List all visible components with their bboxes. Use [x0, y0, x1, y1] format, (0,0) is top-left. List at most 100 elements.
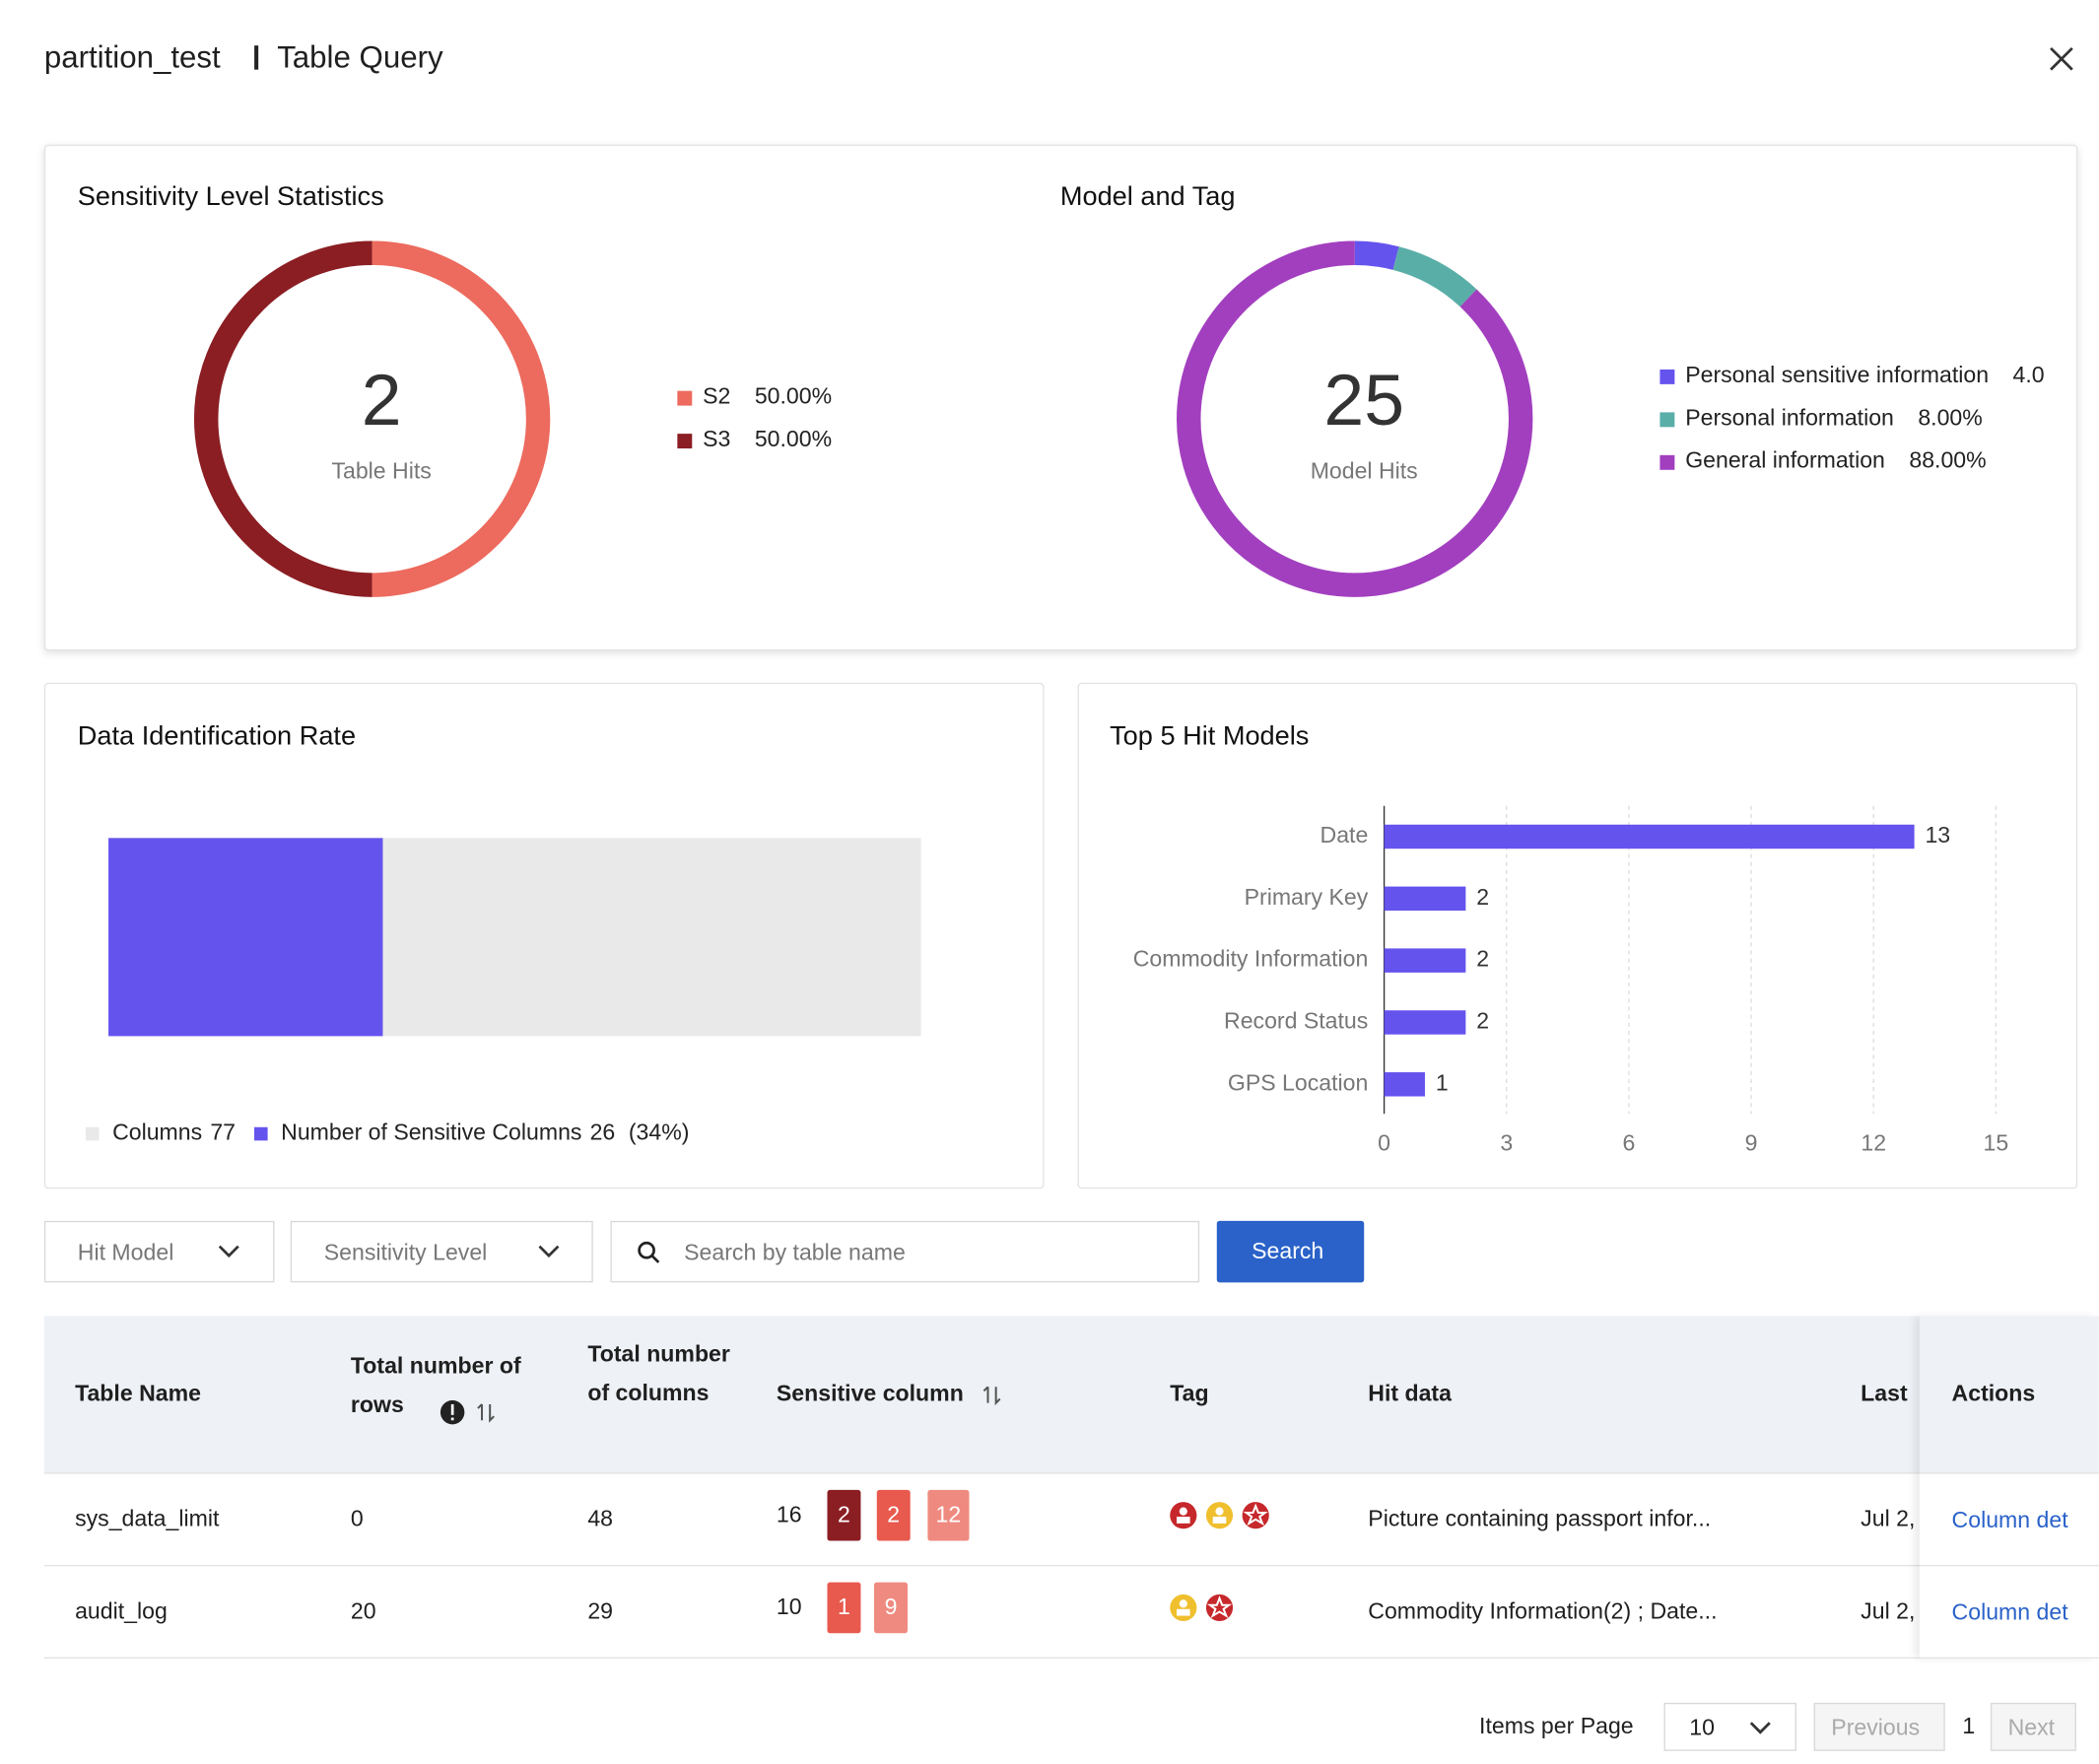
search-input[interactable]: Search by table name: [610, 1221, 1199, 1282]
x-tick-label: 6: [1622, 1130, 1635, 1156]
value-label: 2: [1476, 884, 1489, 910]
level-badge: 9: [874, 1583, 908, 1634]
legend-label: Columns: [112, 1119, 202, 1145]
bar: [1385, 887, 1466, 911]
progress-fill: [108, 838, 382, 1036]
hit-model-select[interactable]: Hit Model: [44, 1221, 275, 1282]
row-divider: [1920, 1658, 2099, 1659]
x-tick-label: 3: [1500, 1130, 1513, 1156]
row-divider: [44, 1658, 2077, 1659]
button-label: Previous: [1831, 1715, 1920, 1741]
value-label: 2: [1476, 946, 1489, 972]
legend-swatch: [677, 391, 692, 406]
chart-title: Sensitivity Level Statistics: [78, 180, 384, 211]
legend: Personal sensitive information4.00%Perso…: [1659, 362, 2077, 473]
page-size: 10: [1689, 1715, 1715, 1741]
column-header: Tag: [1170, 1374, 1208, 1412]
sort-icon[interactable]: [980, 1383, 1006, 1406]
column-details-link[interactable]: Column det: [1952, 1599, 2068, 1626]
bar: [1385, 1010, 1466, 1034]
chart-title: Model and Tag: [1060, 180, 1236, 211]
select-placeholder: Sensitivity Level: [324, 1240, 488, 1266]
column-header: Total number of columns: [587, 1334, 734, 1412]
page-size-label: Items per Page: [1479, 1714, 1634, 1740]
column-header: Actions: [1952, 1374, 2036, 1412]
donut-segment: [206, 253, 372, 585]
level-badge: 2: [827, 1490, 860, 1541]
level-badge: 2: [877, 1490, 911, 1541]
previous-button[interactable]: Previous: [1814, 1703, 1945, 1751]
bar: [1385, 1072, 1425, 1096]
cell: 10: [777, 1594, 802, 1621]
y-tick-label: Primary Key: [1245, 884, 1369, 910]
legend-label: S2: [703, 383, 730, 409]
x-tick-label: 9: [1745, 1130, 1758, 1156]
column-header: Table Name: [75, 1374, 201, 1412]
row-divider: [1920, 1565, 2099, 1566]
legend-swatch: [254, 1127, 268, 1141]
level-badge: 1: [827, 1583, 860, 1634]
y-tick-label: Commodity Information: [1133, 946, 1369, 972]
row-divider: [44, 1565, 2077, 1566]
sensitivity-select[interactable]: Sensitivity Level: [291, 1221, 593, 1282]
current-page[interactable]: 1: [1962, 1714, 1975, 1740]
search-icon: [638, 1241, 661, 1264]
x-tick-label: 15: [1984, 1130, 2009, 1156]
cell: 20: [351, 1598, 376, 1625]
legend-swatch: [1659, 455, 1674, 470]
value-label: 1: [1436, 1069, 1449, 1095]
chart-title: Data Identification Rate: [78, 720, 356, 751]
legend-swatch: [86, 1127, 100, 1141]
cell: Commodity Information(2) ; Date...: [1368, 1598, 1717, 1625]
legend-swatch: [1659, 370, 1674, 384]
cell: Jul 2,: [1861, 1506, 1915, 1532]
legend-value: 50.00%: [755, 383, 832, 409]
legend-value: 8.00%: [1918, 404, 1982, 430]
center-label: Model Hits: [1311, 458, 1418, 484]
legend-value: 26: [590, 1119, 616, 1145]
actions-column: Actions Column det Column det: [1920, 1316, 2099, 1659]
cell: 16: [777, 1502, 802, 1528]
chart-title: Top 5 Hit Models: [1110, 720, 1309, 751]
legend-label: S3: [703, 426, 730, 451]
donut-segment: [1396, 258, 1468, 298]
legend-swatch: [677, 434, 692, 448]
next-button[interactable]: Next: [1991, 1703, 2076, 1751]
level-badge: 12: [927, 1490, 969, 1541]
search-button[interactable]: Search: [1217, 1221, 1364, 1282]
tag-icons: [1169, 1593, 1243, 1622]
center-value: 25: [1323, 360, 1404, 441]
legend-label: General information: [1685, 447, 1885, 473]
value-label: 13: [1925, 822, 1950, 848]
charts: Sensitivity Level Statistics 2 Table Hits S…: [0, 0, 2099, 1205]
chevron: [217, 1244, 240, 1259]
legend-value: 4.00%: [2013, 362, 2077, 387]
center-value: 2: [362, 360, 402, 441]
legend-swatch: [1659, 412, 1674, 427]
cell: 0: [351, 1506, 364, 1532]
legend-label: Number of Sensitive Columns: [281, 1119, 581, 1145]
legend-label: Personal information: [1685, 404, 1894, 430]
header-icons: [440, 1399, 507, 1426]
cell: 48: [587, 1506, 613, 1532]
search-placeholder: Search by table name: [684, 1240, 906, 1266]
y-tick-label: GPS Location: [1228, 1069, 1368, 1095]
table-header: [44, 1316, 2077, 1473]
column-header: Hit data: [1368, 1374, 1452, 1412]
legend-value: 50.00%: [755, 426, 832, 451]
column-header: Sensitive column: [777, 1374, 964, 1412]
legend-value: 88.00%: [1909, 447, 1986, 473]
legend: S2 50.00% S3 50.00%: [677, 383, 832, 451]
header-text: Total number of columns: [587, 1341, 730, 1405]
page-size-select[interactable]: 10: [1663, 1703, 1795, 1751]
y-tick-label: Record Status: [1224, 1008, 1368, 1034]
x-tick-label: 0: [1378, 1130, 1390, 1156]
legend-value: 77: [210, 1119, 236, 1145]
column-header: Last: [1861, 1374, 1908, 1412]
center-label: Table Hits: [331, 458, 431, 484]
bar: [1385, 948, 1466, 972]
column-details-link[interactable]: Column det: [1952, 1508, 2068, 1534]
chevron: [1748, 1721, 1772, 1736]
